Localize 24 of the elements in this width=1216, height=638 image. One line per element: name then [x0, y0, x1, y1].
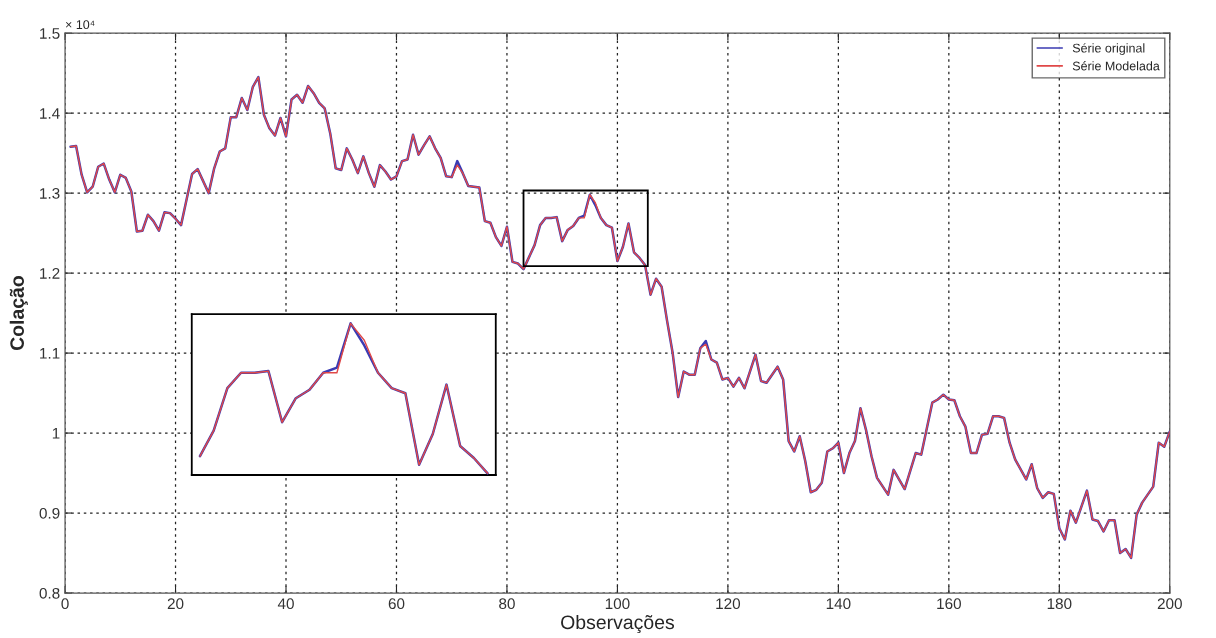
- y-tick-label: 0.8: [39, 587, 60, 599]
- legend-label: Série Modelada: [1072, 61, 1160, 71]
- y-tick-label: 1: [52, 428, 60, 439]
- x-tick-label: 120: [716, 598, 741, 610]
- x-tick-label: 20: [167, 598, 184, 610]
- x-tick-label: 60: [388, 598, 405, 610]
- y-tick-label: 1.2: [40, 267, 60, 279]
- x-tick-label: 200: [1157, 598, 1182, 610]
- y-tick-label: 1.5: [40, 28, 60, 39]
- y-axis-title: Colação: [9, 276, 28, 351]
- legend-label: Série original: [1072, 43, 1145, 55]
- x-tick-label: 40: [277, 598, 294, 610]
- y-tick-label: 1.1: [40, 348, 60, 359]
- y-tick-label: 1.4: [40, 108, 60, 119]
- x-tick-label: 100: [605, 598, 630, 610]
- x-tick-label: 180: [1047, 598, 1072, 610]
- y-tick-label: 1.3: [40, 188, 60, 199]
- text: × 10⁴: [65, 20, 95, 30]
- x-tick-label: 140: [826, 598, 851, 610]
- x-axis-title: Observações: [561, 614, 675, 634]
- x-tick-label: 160: [937, 598, 961, 610]
- y-tick-label: 0.9: [39, 507, 60, 519]
- x-tick-label: 0: [61, 598, 69, 610]
- x-tick-label: 80: [499, 598, 515, 610]
